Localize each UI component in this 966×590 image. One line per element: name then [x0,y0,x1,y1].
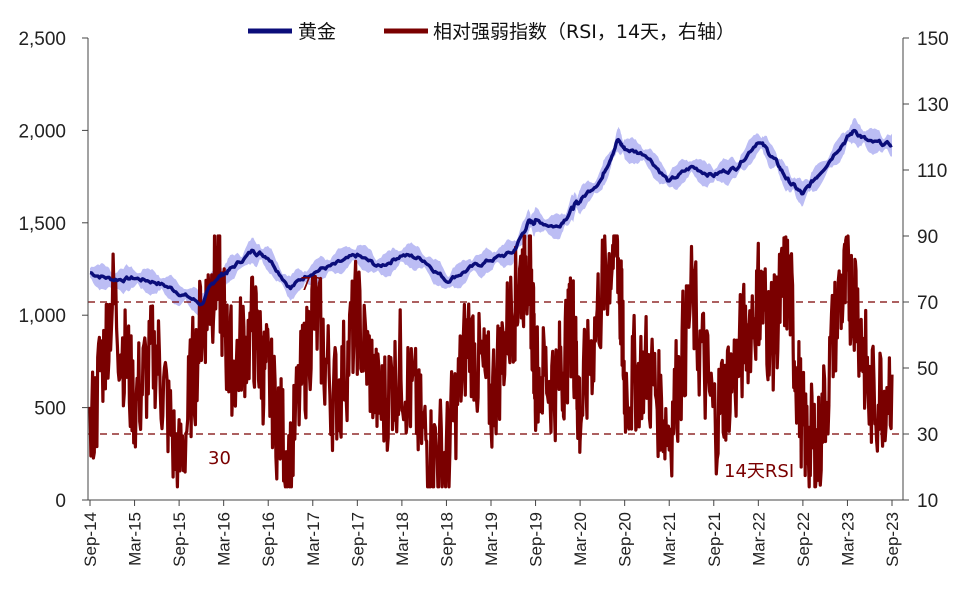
x-tick-label: Mar-22 [749,512,768,566]
x-tick-label: Mar-23 [838,512,857,566]
right-tick-label: 50 [917,359,938,380]
x-tick-label: Mar-18 [393,512,412,566]
ref-label-30: 30 [208,448,231,469]
x-tick-label: Mar-21 [660,512,679,566]
right-tick-label: 70 [917,293,938,314]
left-tick-label: 1,000 [18,306,66,327]
left-tick-label: 2,000 [18,121,66,142]
x-tick-label: Sep-16 [259,512,278,567]
left-tick-label: 1,500 [18,214,66,235]
x-tick-label: Mar-17 [304,512,323,566]
right-tick-label: 130 [917,95,949,116]
left-tick-label: 2,500 [18,29,66,50]
right-tick-label: 150 [917,29,949,50]
x-tick-label: Sep-14 [81,512,100,567]
x-tick-label: Mar-15 [126,512,145,566]
x-tick-label: Sep-19 [527,512,546,567]
rsi-line [88,234,894,489]
x-tick-label: Sep-22 [794,512,813,567]
legend-label-rsi: 相对强弱指数（RSI，14天，右轴） [433,21,735,43]
right-tick-label: 10 [917,491,938,512]
x-tick-label: Sep-23 [883,512,902,567]
x-tick-label: Mar-20 [571,512,590,566]
x-tick-label: Sep-18 [437,512,456,567]
x-tick-label: Sep-21 [705,512,724,567]
right-tick-label: 30 [917,425,938,446]
x-tick-label: Mar-19 [482,512,501,566]
left-tick-label: 0 [55,491,66,512]
series-lines [88,128,894,489]
x-tick-label: Sep-17 [348,512,367,567]
legend: 黄金 相对强弱指数（RSI，14天，右轴） [248,21,735,43]
rsi-annotation: 14天RSI [724,461,794,482]
ref-label-70: 70 [300,274,323,295]
x-tick-label: Sep-15 [170,512,189,567]
right-tick-label: 110 [917,161,947,182]
right-tick-label: 90 [917,227,938,248]
gold-line [89,128,893,307]
axes: 0 500 1,000 1,500 2,000 2,500 10 30 50 70 90 110 130… [18,29,948,567]
legend-label-gold: 黄金 [298,21,336,43]
annotations: 70 30 14天RSI [208,274,794,482]
x-tick-label: Sep-20 [616,512,635,567]
x-tick-label: Mar-16 [215,512,234,566]
left-tick-label: 500 [34,399,66,420]
